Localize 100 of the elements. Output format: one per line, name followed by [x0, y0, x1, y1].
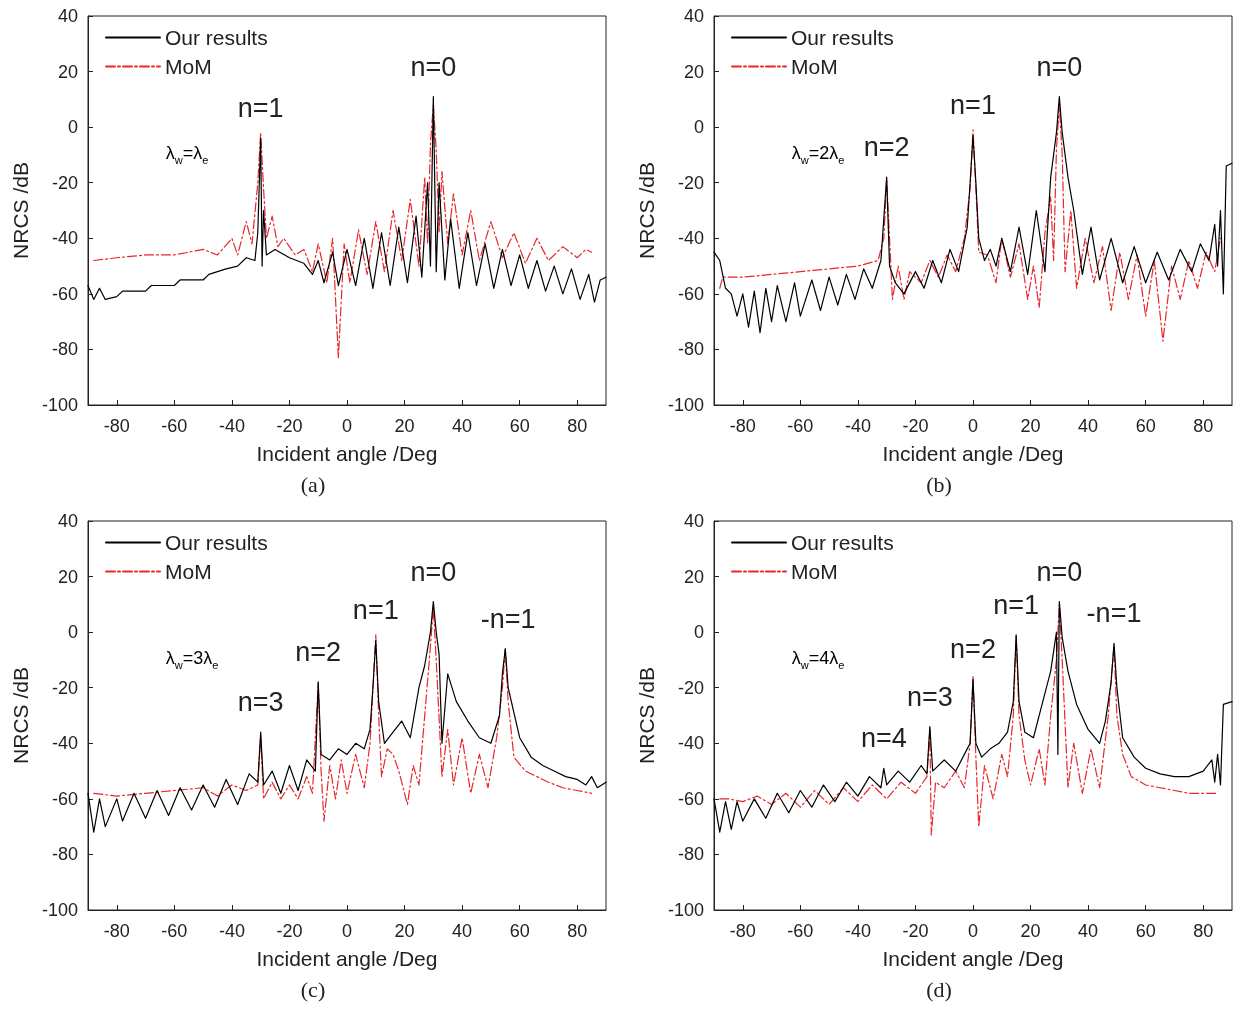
- annotation: n=0: [1036, 51, 1083, 82]
- x-tick-label: -60: [161, 416, 188, 436]
- y-tick-label: -60: [51, 283, 78, 304]
- x-tick-label: 0: [341, 921, 353, 941]
- legend-label: Our results: [791, 531, 894, 554]
- y-tick-label: -60: [51, 788, 78, 809]
- y-tick-label: 20: [57, 566, 78, 587]
- annotation: n=2: [295, 637, 342, 668]
- x-tick-label: -40: [218, 416, 245, 436]
- annotation: n=4: [860, 723, 907, 754]
- y-tick-label: 0: [67, 622, 78, 643]
- y-axis-title: NRCS /dB: [635, 667, 659, 764]
- y-tick-label: -80: [677, 844, 704, 865]
- y-tick-label: -20: [51, 677, 78, 698]
- x-tick-label: -40: [844, 416, 871, 436]
- x-tick-label: 80: [1193, 921, 1214, 941]
- x-axis-title: Incident angle /Deg: [882, 947, 1064, 970]
- y-tick-label: -100: [667, 900, 704, 920]
- y-axis-title: NRCS /dB: [635, 162, 659, 259]
- text: (b): [926, 471, 952, 497]
- x-tick-label: 20: [1020, 416, 1041, 436]
- y-tick-label: -20: [51, 172, 78, 193]
- annotation: n=0: [410, 556, 457, 587]
- y-tick-label: 0: [693, 622, 704, 643]
- x-tick-label: 0: [967, 416, 979, 436]
- annotation: n=2: [863, 132, 910, 163]
- y-tick-label: 20: [683, 61, 704, 82]
- text: (a): [300, 471, 326, 497]
- y-axis-title: NRCS /dB: [9, 162, 33, 259]
- x-tick-label: -80: [103, 416, 130, 436]
- x-tick-label: -20: [902, 416, 929, 436]
- x-tick-label: 80: [567, 921, 588, 941]
- x-tick-label: -40: [844, 921, 871, 941]
- y-tick-label: -100: [41, 900, 78, 920]
- y-tick-label: -60: [677, 788, 704, 809]
- text: (c): [300, 976, 326, 1002]
- legend-label: Our results: [165, 26, 268, 49]
- y-axis-title: NRCS /dB: [9, 667, 33, 764]
- annotation: n=1: [352, 595, 399, 626]
- x-tick-label: 20: [394, 416, 415, 436]
- legend-label: Our results: [791, 26, 894, 49]
- y-tick-label: 40: [57, 6, 78, 26]
- annotation: n=2: [950, 634, 996, 665]
- y-tick-label: -40: [677, 733, 704, 754]
- y-tick-label: 40: [57, 511, 78, 531]
- x-tick-label: 40: [452, 921, 473, 941]
- x-tick-label: 60: [1135, 416, 1156, 436]
- x-axis-title: Incident angle /Deg: [882, 442, 1064, 465]
- y-tick-label: 20: [57, 61, 78, 82]
- y-tick-label: -40: [677, 228, 704, 249]
- legend-label: MoM: [791, 560, 838, 583]
- y-tick-label: 0: [67, 117, 78, 138]
- line-series: [87, 95, 607, 303]
- legend-label: MoM: [165, 560, 212, 583]
- y-tick-label: -40: [51, 228, 78, 249]
- x-tick-label: 0: [967, 921, 979, 941]
- x-tick-label: -20: [276, 921, 303, 941]
- x-tick-label: 40: [452, 416, 473, 436]
- legend-label: MoM: [791, 55, 838, 78]
- x-tick-label: -20: [902, 921, 929, 941]
- annotation: n=1: [950, 90, 996, 121]
- x-tick-label: 60: [509, 921, 530, 941]
- annotation: n=1: [237, 93, 284, 124]
- x-tick-label: -60: [787, 921, 814, 941]
- x-tick-label: 40: [1078, 416, 1099, 436]
- y-tick-label: 20: [683, 566, 704, 587]
- y-tick-label: -20: [677, 677, 704, 698]
- annotation: -n=1: [1086, 598, 1142, 629]
- x-tick-label: 80: [1193, 416, 1214, 436]
- x-tick-label: 20: [394, 921, 415, 941]
- text: (d): [926, 976, 952, 1002]
- y-tick-label: 40: [683, 511, 704, 531]
- annotation: n=3: [237, 687, 284, 718]
- x-tick-label: -40: [218, 921, 245, 941]
- y-tick-label: -100: [41, 395, 78, 415]
- x-tick-label: -20: [276, 416, 303, 436]
- y-tick-label: -20: [677, 172, 704, 193]
- y-tick-label: -80: [51, 844, 78, 865]
- x-tick-label: 0: [341, 416, 353, 436]
- y-tick-label: 0: [693, 117, 704, 138]
- annotation: -n=1: [480, 603, 536, 634]
- legend-label: MoM: [165, 55, 212, 78]
- y-tick-label: -80: [51, 339, 78, 360]
- y-tick-label: -40: [51, 733, 78, 754]
- x-tick-label: 60: [1135, 921, 1156, 941]
- x-tick-label: -80: [103, 921, 130, 941]
- annotation: n=3: [906, 681, 953, 712]
- x-tick-label: 60: [509, 416, 530, 436]
- y-tick-label: -60: [677, 283, 704, 304]
- x-tick-label: 40: [1078, 921, 1099, 941]
- x-tick-label: 80: [567, 416, 588, 436]
- y-tick-label: -80: [677, 339, 704, 360]
- x-tick-label: -80: [729, 416, 756, 436]
- legend-label: Our results: [165, 531, 268, 554]
- x-tick-label: -60: [161, 921, 188, 941]
- x-tick-label: -80: [729, 921, 756, 941]
- y-tick-label: 40: [683, 6, 704, 26]
- y-tick-label: -100: [667, 395, 704, 415]
- x-tick-label: 20: [1020, 921, 1041, 941]
- annotation: n=0: [410, 51, 457, 82]
